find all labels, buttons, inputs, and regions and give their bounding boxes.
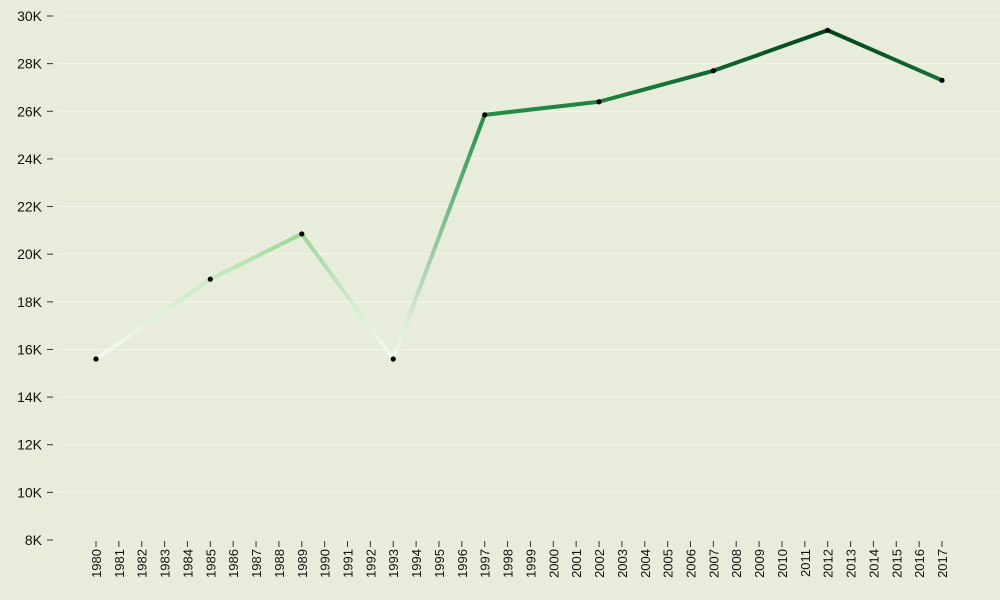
x-tick-label: 1993	[386, 549, 401, 578]
x-tick-label: 1980	[89, 549, 104, 578]
x-tick-label: 2004	[638, 549, 653, 578]
x-tick-label: 1995	[432, 549, 447, 578]
grid	[58, 15, 1000, 493]
data-point	[939, 77, 945, 83]
y-tick-label: 30K	[17, 8, 43, 24]
x-tick-label: 2015	[889, 549, 904, 578]
data-point	[93, 356, 99, 362]
x-tick-label: 1989	[295, 549, 310, 578]
x-tick-label: 2008	[729, 549, 744, 578]
x-tick-label: 1994	[409, 549, 424, 578]
x-tick-label: 2017	[935, 549, 950, 578]
x-tick-label: 2009	[752, 549, 767, 578]
line-segment	[597, 68, 716, 104]
data-point	[825, 27, 831, 33]
line-segment	[711, 28, 830, 73]
y-tick-label: 18K	[17, 294, 43, 310]
line-segment	[94, 277, 213, 361]
x-tick-label: 2011	[798, 549, 813, 577]
y-tick-label: 22K	[17, 199, 43, 215]
x-tick-label: 1981	[112, 549, 127, 578]
data-point	[710, 68, 716, 74]
line-segment	[208, 231, 304, 282]
x-tick-label: 1991	[341, 549, 356, 578]
data-point	[596, 99, 602, 105]
x-tick-label: 1997	[478, 549, 493, 578]
x-tick-label: 2005	[661, 549, 676, 578]
x-tick-label: 2000	[546, 549, 561, 578]
y-tick-label: 14K	[17, 389, 43, 405]
y-tick-label: 8K	[25, 532, 43, 548]
y-tick-label: 10K	[17, 484, 43, 500]
y-tick-label: 20K	[17, 246, 43, 262]
x-tick-label: 1988	[272, 549, 287, 578]
line-segment	[391, 112, 487, 361]
x-tick-label: 2003	[615, 549, 630, 578]
x-tick-label: 2001	[569, 549, 584, 578]
x-tick-label: 2016	[912, 549, 927, 578]
x-tick-label: 1982	[135, 549, 150, 578]
x-tick-label: 1987	[249, 549, 264, 578]
y-tick-label: 16K	[17, 341, 43, 357]
x-tick-label: 1998	[501, 549, 516, 578]
y-axis: 8K 10K 12K 14K 16K 18K 20K 22K 24K 26K 28K 30K	[17, 8, 53, 548]
x-tick-label: 1992	[363, 549, 378, 578]
x-tick-label: 2012	[821, 549, 836, 578]
line-segment	[299, 231, 396, 361]
data-point	[299, 231, 305, 237]
y-tick-label: 28K	[17, 56, 43, 72]
x-tick-label: 2002	[592, 549, 607, 578]
x-axis: 1980 1981 1982 1983 1984 1985 1986 1987 1988 1989…	[89, 541, 950, 578]
line-segment	[825, 28, 944, 83]
x-tick-label: 2014	[866, 549, 881, 578]
x-tick-label: 1986	[226, 549, 241, 578]
data-point	[482, 112, 488, 118]
y-tick-label: 26K	[17, 103, 43, 119]
line-segment	[482, 99, 602, 117]
x-tick-label: 2007	[706, 549, 721, 578]
series-line	[94, 28, 944, 361]
y-tick-label: 24K	[17, 151, 43, 167]
x-tick-label: 1983	[158, 549, 173, 578]
data-point	[390, 356, 396, 362]
x-tick-label: 1999	[523, 549, 538, 578]
x-tick-label: 1990	[318, 549, 333, 578]
x-tick-label: 1985	[203, 549, 218, 578]
data-point	[207, 276, 213, 282]
data-points	[93, 27, 945, 362]
x-tick-label: 1996	[455, 549, 470, 578]
x-tick-label: 2010	[775, 549, 790, 578]
x-tick-label: 1984	[180, 549, 195, 578]
y-tick-label: 12K	[17, 437, 43, 453]
x-tick-label: 2006	[683, 549, 698, 578]
x-tick-label: 2013	[844, 549, 859, 578]
